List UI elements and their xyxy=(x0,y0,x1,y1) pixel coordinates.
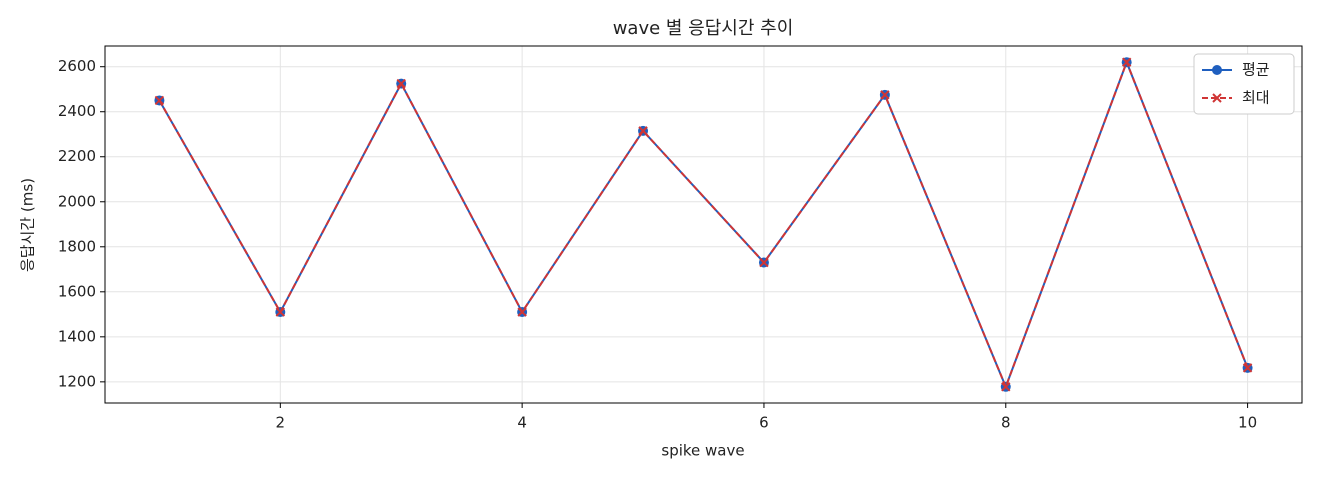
y-tick-label: 2200 xyxy=(58,147,96,165)
x-tick-label: 8 xyxy=(1001,414,1011,432)
y-tick-label: 1800 xyxy=(58,237,96,255)
y-tick-label: 1600 xyxy=(58,282,96,300)
point xyxy=(1121,57,1132,67)
chart-title: wave 별 응답시간 추이 xyxy=(613,18,794,39)
y-tick-label: 1200 xyxy=(58,372,96,390)
series-line xyxy=(158,59,1249,390)
point xyxy=(154,95,165,106)
point xyxy=(1001,382,1011,392)
x-tick-label: 6 xyxy=(759,414,769,432)
series-line xyxy=(158,59,1249,390)
point xyxy=(396,78,406,89)
legend-label: 평균 xyxy=(1242,61,1270,79)
point xyxy=(759,257,769,268)
y-tick-label: 2600 xyxy=(58,57,96,75)
legend-marker xyxy=(1212,65,1222,75)
x-tick-label: 4 xyxy=(517,414,527,432)
point xyxy=(638,126,648,136)
legend-marker xyxy=(1212,93,1222,103)
x-tick-label: 10 xyxy=(1238,414,1257,432)
y-tick-label: 2400 xyxy=(58,102,96,120)
point xyxy=(880,90,890,100)
point xyxy=(275,307,286,317)
x-tick-label: 2 xyxy=(276,414,286,432)
y-axis-label: 응답시간 (ms) xyxy=(19,178,37,272)
point xyxy=(517,307,527,317)
y-tick-label: 1400 xyxy=(58,327,96,345)
x-axis-label: spike wave xyxy=(661,442,744,460)
plot-frame xyxy=(104,45,1303,404)
point xyxy=(1242,363,1253,373)
y-tick-label: 2000 xyxy=(58,192,96,210)
legend-label: 최대 xyxy=(1242,89,1270,107)
